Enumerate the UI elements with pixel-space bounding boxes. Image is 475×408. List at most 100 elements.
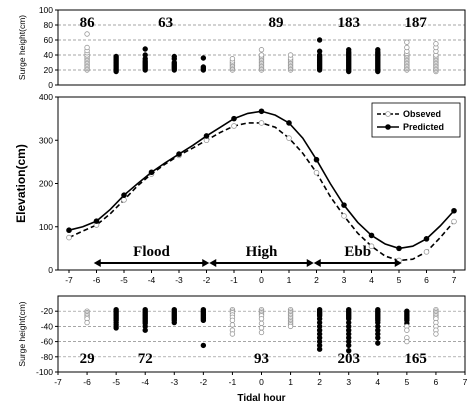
x-tick-label: 4 [375,377,380,387]
x-tick-label: -4 [148,275,156,285]
surge-point-open [258,329,265,336]
predicted-point [368,232,375,239]
y-tick-label: -60 [41,337,54,347]
x-tick-label: -1 [229,377,237,387]
count-label: 187 [404,15,427,31]
surge-point-open [404,338,410,345]
observed-point [66,234,72,241]
surge-point-open [433,41,439,47]
surge-point-open [84,31,90,37]
observed-point [231,123,237,129]
surge-point-open [84,319,90,326]
x-tick-label: 5 [397,275,402,285]
x-tick-label: -6 [93,275,101,285]
surge-point-open [229,317,236,324]
count-label: 72 [138,351,153,367]
predicted-point [203,133,210,139]
observed-point [286,135,292,141]
x-tick-label: 0 [259,275,264,285]
x-tick-label: 7 [463,377,468,387]
x-tick-label: 7 [452,275,457,285]
y-tick-label: 100 [39,5,53,15]
x-tick-label: -2 [203,275,211,285]
y-tick-label: 0 [48,265,53,275]
y-tick-label: -40 [41,321,54,331]
count-label: 183 [337,15,360,31]
x-tick-label: -3 [171,377,179,387]
surge-point-filled [316,346,323,352]
observed-point [423,249,430,255]
count-label: 165 [404,351,427,367]
phase-arrow-head-left [209,259,217,267]
x-tick-label: 3 [342,275,347,285]
surge-point-filled [142,46,148,52]
surge-point-filled [113,325,119,331]
predicted-point [396,245,402,252]
predicted-point [148,169,155,176]
surge-point-filled [316,37,323,43]
count-label: 93 [254,351,269,367]
predicted-point [66,227,72,234]
x-tick-label: -7 [65,275,73,285]
phase-arrow-head-right [394,259,402,267]
x-tick-label: -7 [54,377,62,387]
surge-point-filled [200,55,207,61]
surge-point-filled [200,64,207,70]
count-label: 29 [80,351,95,367]
surge-point-open [287,323,294,330]
surge-point-filled [316,48,323,54]
surge-point-filled [200,342,207,349]
x-tick-label: -1 [230,275,238,285]
panel-frame [57,9,466,86]
x-tick-label: 6 [434,377,439,387]
surge-point-open [258,325,265,331]
predicted-point [121,192,127,198]
phase-arrow-head-right [306,259,314,267]
surge-point-open [258,316,265,322]
observed-line [68,122,455,262]
surge-point-filled [171,53,177,60]
x-tick-label: 0 [259,377,264,387]
surge-point-open [404,327,410,333]
surge-point-filled [113,53,119,60]
surge-point-filled [346,348,352,354]
x-tick-label: -3 [175,275,183,285]
x-tick-label: 2 [314,275,319,285]
count-label: 203 [337,351,360,367]
observed-point [451,218,457,225]
surge-point-filled [346,47,352,53]
x-tick-label: -5 [120,275,128,285]
surge-point-open [404,39,410,45]
legend-label: Obseved [403,109,441,119]
x-tick-label: -4 [141,377,149,387]
y-tick-label: 300 [39,135,53,145]
observed-point [121,197,127,203]
y-tick-label: 80 [44,20,54,30]
y-tick-label: -20 [41,306,54,316]
surge-point-open [258,52,265,58]
surge-point-filled [200,317,207,324]
y-tick-label: -100 [36,367,53,377]
surge-point-filled [346,342,352,349]
count-label: 89 [269,15,284,31]
observed-point [341,213,347,219]
surge-point-filled [375,340,381,346]
count-label: 63 [158,15,173,31]
observed-point [368,243,375,250]
phase-label: Ebb [344,244,371,260]
phase-arrow-head-left [313,259,321,267]
legend-swatch-marker [385,111,391,117]
y-axis-label: Elevation(cm) [14,144,28,223]
phase-arrow-head-left [93,259,101,267]
x-axis-label: Tidal hour [237,393,285,404]
surge-point-filled [142,52,148,58]
x-tick-label: 1 [288,377,293,387]
surge-point-filled [375,47,381,53]
y-tick-label: 400 [39,92,53,102]
legend-swatch-marker [385,124,391,130]
surge-point-open [229,56,236,62]
predicted-point [176,151,182,157]
predicted-point [93,218,100,224]
y-tick-label: 60 [44,35,54,45]
